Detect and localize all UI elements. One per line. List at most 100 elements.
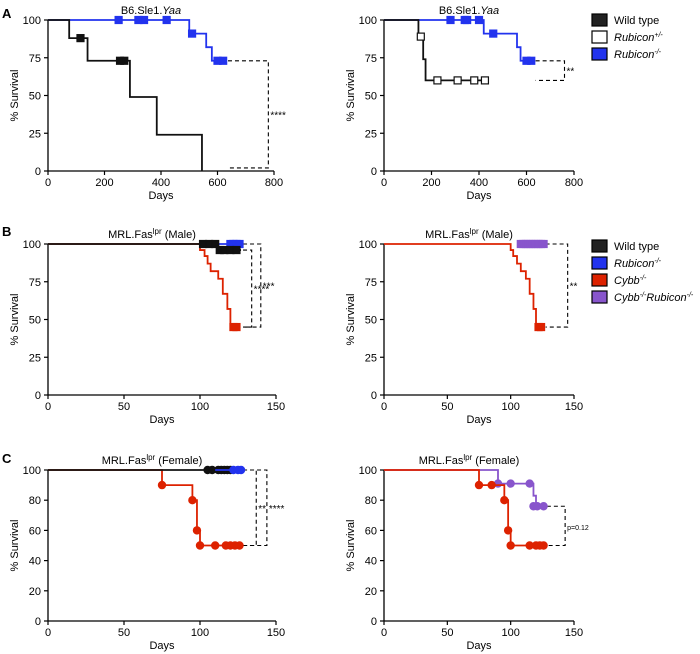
y-tick-label: 50 (365, 315, 377, 327)
y-tick-label: 40 (29, 556, 41, 568)
significance-bracket (243, 469, 257, 547)
y-tick-label: 60 (29, 525, 41, 537)
censor-marker (232, 322, 241, 332)
y-tick-label: 25 (365, 128, 377, 140)
x-tick-label: 0 (45, 627, 51, 639)
survival-curve (384, 469, 545, 508)
legend-swatch (591, 290, 608, 304)
x-tick-label: 50 (441, 627, 453, 639)
y-tick-label: 25 (29, 128, 41, 140)
y-tick-label: 75 (29, 277, 41, 289)
legend-swatch (591, 256, 608, 270)
y-tick-label: 100 (359, 465, 377, 477)
legend-swatch (591, 13, 608, 27)
y-tick-label: 50 (29, 315, 41, 327)
censor-marker (157, 480, 167, 490)
x-tick-label: 400 (470, 177, 488, 189)
y-tick-label: 100 (359, 239, 377, 251)
panel-letter-b: B (2, 224, 11, 239)
y-tick-label: 0 (371, 616, 377, 628)
x-axis-label: Days (466, 640, 492, 652)
x-tick-label: 600 (517, 177, 535, 189)
panel-letter-c: C (2, 451, 12, 466)
censor-marker (536, 322, 546, 332)
x-tick-label: 100 (501, 401, 519, 413)
survival-chart-3: MRL.Faslpr (Male) 0 25 50 75 100 0 50 100 150 Days… (9, 227, 285, 426)
chart-title: B6.Sle1.Yaa (439, 5, 499, 17)
censor-marker (195, 541, 205, 550)
legend-label: Cybb-/- (614, 275, 647, 287)
censor-marker (474, 15, 484, 25)
censor-marker (470, 76, 479, 85)
chart-title: MRL.Faslpr (Female) (102, 453, 203, 467)
censor-marker (139, 15, 149, 25)
legend-label: Cybb-/-Rubicon-/- (614, 292, 694, 304)
x-tick-label: 200 (422, 177, 440, 189)
survival-chart-6: MRL.Faslpr (Female) 0 20 40 60 80 100 0 50 100 150… (345, 453, 589, 652)
x-tick-label: 50 (118, 627, 130, 639)
significance-label: **** (270, 110, 286, 121)
x-tick-label: 200 (95, 177, 113, 189)
legend-label: Rubicon-/- (614, 258, 662, 270)
x-tick-label: 100 (501, 627, 519, 639)
x-tick-label: 0 (381, 401, 387, 413)
y-axis-label: % Survival (9, 520, 21, 572)
y-tick-label: 0 (371, 166, 377, 178)
y-axis-label: % Survival (9, 294, 21, 346)
censor-marker (236, 465, 246, 475)
significance-label: **** (269, 504, 285, 515)
legend-swatch (591, 273, 608, 287)
censor-marker (539, 239, 548, 249)
survival-curve (48, 19, 203, 171)
censor-marker (115, 56, 125, 65)
y-tick-label: 20 (365, 586, 377, 598)
significance-bracket (243, 249, 253, 328)
survival-chart-5: MRL.Faslpr (Female) 0 20 40 60 80 100 0 50 100 150… (9, 453, 285, 652)
x-axis-label: Days (149, 414, 175, 426)
censor-marker (500, 496, 509, 505)
x-tick-label: 100 (191, 401, 209, 413)
y-tick-label: 80 (365, 495, 377, 507)
censor-marker (416, 32, 425, 41)
censor-marker (76, 34, 85, 43)
y-axis-label: % Survival (345, 520, 357, 572)
y-tick-label: 100 (23, 15, 41, 27)
significance-bracket (545, 243, 569, 328)
y-tick-label: 100 (23, 465, 41, 477)
x-tick-label: 800 (565, 177, 583, 189)
legend-swatch (591, 30, 608, 44)
y-tick-label: 20 (29, 586, 41, 598)
survival-curve (384, 19, 487, 82)
censor-marker (232, 245, 241, 255)
y-tick-label: 0 (35, 166, 41, 178)
censor-marker (525, 479, 534, 488)
censor-marker (219, 56, 228, 65)
significance-label: **** (254, 285, 270, 296)
legend-label: Wild type (614, 15, 659, 27)
x-tick-label: 150 (267, 627, 285, 639)
y-tick-label: 0 (35, 616, 41, 628)
legend-label: Wild type (614, 241, 659, 253)
significance-bracket (546, 505, 566, 547)
censor-marker (506, 479, 515, 488)
x-tick-label: 0 (45, 401, 51, 413)
chart-title: MRL.Faslpr (Male) (108, 227, 196, 241)
significance-bracket (227, 60, 269, 169)
survival-curve (384, 19, 534, 62)
x-axis-label: Days (149, 640, 175, 652)
x-tick-label: 600 (208, 177, 226, 189)
survival-curve (384, 469, 545, 547)
significance-label: ** (570, 282, 578, 293)
y-tick-label: 100 (23, 239, 41, 251)
x-tick-label: 150 (565, 401, 583, 413)
censor-marker (235, 541, 244, 550)
censor-marker (539, 502, 548, 511)
survival-curve (48, 19, 226, 62)
significance-label: ** (258, 504, 266, 515)
x-tick-label: 150 (565, 627, 583, 639)
censor-marker (539, 541, 548, 550)
y-tick-label: 60 (365, 525, 377, 537)
survival-chart-4: MRL.Faslpr (Male) 0 25 50 75 100 0 50 100 150 Days… (345, 227, 583, 426)
